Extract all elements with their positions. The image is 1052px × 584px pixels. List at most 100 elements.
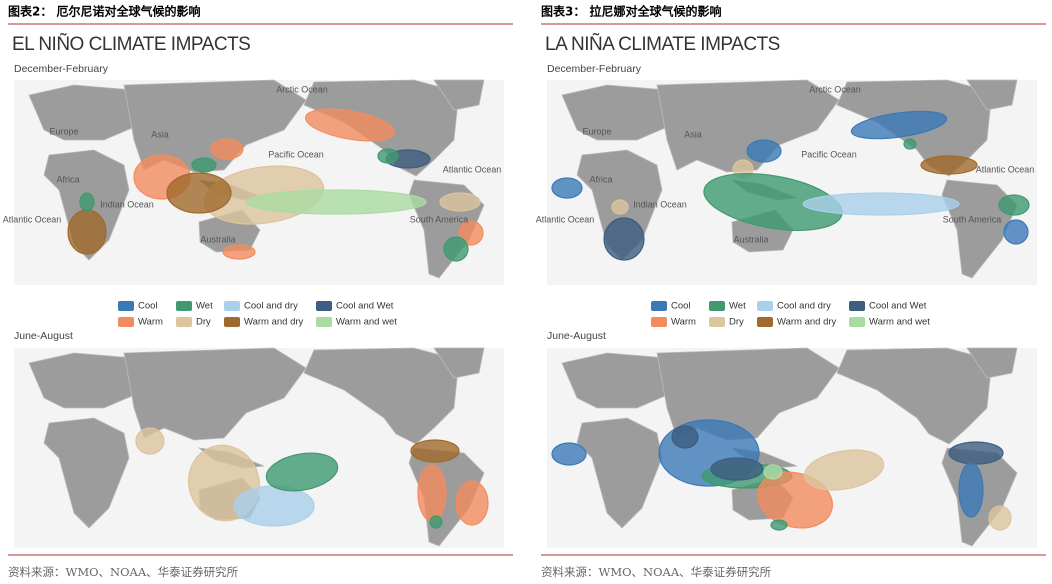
impact-region bbox=[603, 217, 645, 261]
map-label: South America bbox=[943, 214, 1002, 224]
legend-label: Warm and wet bbox=[869, 317, 930, 328]
legend-swatch bbox=[757, 317, 773, 327]
map-label: Atlantic Ocean bbox=[976, 164, 1035, 174]
impact-region bbox=[265, 452, 339, 492]
legend-swatch bbox=[757, 301, 773, 311]
impact-region bbox=[439, 192, 481, 212]
map-label: Atlantic Ocean bbox=[443, 164, 502, 174]
map-label: Arctic Ocean bbox=[276, 84, 328, 94]
map-label: Arctic Ocean bbox=[809, 84, 861, 94]
legend-swatch bbox=[176, 317, 192, 327]
impact-region bbox=[763, 464, 783, 480]
impact-region bbox=[703, 173, 843, 231]
impact-region bbox=[245, 189, 427, 215]
impact-region bbox=[671, 425, 699, 449]
season-label: June-August bbox=[14, 330, 73, 342]
impact-region bbox=[222, 244, 256, 260]
legend-swatch bbox=[118, 317, 134, 327]
impact-region bbox=[67, 209, 107, 255]
legend-label: Warm bbox=[138, 317, 163, 328]
continent bbox=[28, 84, 140, 141]
continent bbox=[433, 347, 485, 379]
legend-swatch bbox=[176, 301, 192, 311]
map-label: Europe bbox=[582, 126, 611, 136]
impact-region bbox=[710, 457, 764, 481]
continent bbox=[43, 417, 130, 529]
source-note: 资料来源：WMO、NOAA、华泰证券研究所 bbox=[541, 565, 772, 579]
map-label: South America bbox=[410, 214, 469, 224]
legend-swatch bbox=[651, 301, 667, 311]
map-label: Australia bbox=[200, 234, 235, 244]
map-label: Indian Ocean bbox=[633, 199, 687, 209]
legend-label: Warm bbox=[671, 317, 696, 328]
map-label: Europe bbox=[49, 126, 78, 136]
legend-swatch bbox=[709, 317, 725, 327]
legend-label: Warm and dry bbox=[777, 317, 837, 328]
map-title: LA NIÑA CLIMATE IMPACTS bbox=[545, 33, 780, 55]
impact-region bbox=[988, 505, 1012, 531]
map-label: Pacific Ocean bbox=[801, 149, 857, 159]
impact-region bbox=[746, 139, 782, 163]
panel-header: 图表2： 厄尔尼诺对全球气候的影响 bbox=[8, 4, 201, 19]
continent bbox=[966, 79, 1018, 111]
legend-swatch bbox=[709, 301, 725, 311]
map-label: Indian Ocean bbox=[100, 199, 154, 209]
legend-label: Cool and Wet bbox=[869, 301, 927, 312]
legend-swatch bbox=[316, 317, 332, 327]
continent bbox=[433, 79, 485, 111]
legend-swatch bbox=[118, 301, 134, 311]
continent bbox=[123, 79, 307, 173]
panel-header: 图表3： 拉尼娜对全球气候的影响 bbox=[541, 4, 722, 19]
map-title: EL NIÑO CLIMATE IMPACTS bbox=[12, 33, 250, 55]
legend-label: Warm and dry bbox=[244, 317, 304, 328]
legend-label: Cool and dry bbox=[777, 301, 831, 312]
legend-label: Wet bbox=[196, 301, 213, 312]
legend-swatch bbox=[224, 317, 240, 327]
map-label: Africa bbox=[589, 174, 612, 184]
impact-region bbox=[79, 192, 95, 212]
legend-swatch bbox=[849, 301, 865, 311]
impact-region bbox=[850, 110, 948, 140]
legend-label: Cool bbox=[138, 301, 158, 312]
legend-swatch bbox=[224, 301, 240, 311]
impact-region bbox=[551, 442, 587, 466]
continent bbox=[966, 347, 1018, 379]
legend-label: Wet bbox=[729, 301, 746, 312]
impact-region bbox=[770, 519, 788, 531]
continent bbox=[561, 84, 673, 141]
world-map: Arctic Ocean Europe Asia Pacific Ocean Atlan… bbox=[3, 79, 504, 285]
legend-label: Dry bbox=[196, 317, 211, 328]
impact-region bbox=[903, 138, 917, 150]
season-label: December-February bbox=[14, 63, 109, 75]
impact-region bbox=[191, 157, 217, 173]
impact-region bbox=[803, 449, 885, 491]
map-label: Atlantic Ocean bbox=[3, 214, 62, 224]
continent bbox=[123, 347, 307, 441]
impact-region bbox=[998, 194, 1030, 216]
legend-swatch bbox=[849, 317, 865, 327]
impact-region bbox=[920, 155, 978, 175]
impact-region bbox=[611, 199, 629, 215]
world-map bbox=[547, 347, 1037, 548]
continent bbox=[28, 352, 140, 409]
map-label: Asia bbox=[684, 129, 702, 139]
panel: 图表3： 拉尼娜对全球气候的影响 LA NIÑA CLIMATE IMPACTS D… bbox=[536, 4, 1046, 579]
impact-region bbox=[233, 485, 315, 527]
legend-label: Dry bbox=[729, 317, 744, 328]
legend-label: Cool bbox=[671, 301, 691, 312]
continent bbox=[656, 347, 840, 441]
map-label: Australia bbox=[733, 234, 768, 244]
impact-region bbox=[1003, 219, 1029, 245]
impact-region bbox=[305, 108, 395, 142]
world-map: Arctic Ocean Europe Asia Pacific Ocean Atlan… bbox=[536, 79, 1037, 285]
impact-region bbox=[948, 441, 1004, 465]
impact-region bbox=[551, 177, 583, 199]
map-label: Atlantic Ocean bbox=[536, 214, 595, 224]
source-note: 资料来源：WMO、NOAA、华泰证券研究所 bbox=[8, 565, 239, 579]
impact-region bbox=[410, 439, 460, 463]
legend-label: Cool and Wet bbox=[336, 301, 394, 312]
impact-region bbox=[443, 236, 469, 262]
continent bbox=[656, 79, 840, 173]
legend-label: Cool and dry bbox=[244, 301, 298, 312]
impact-region bbox=[210, 138, 244, 160]
